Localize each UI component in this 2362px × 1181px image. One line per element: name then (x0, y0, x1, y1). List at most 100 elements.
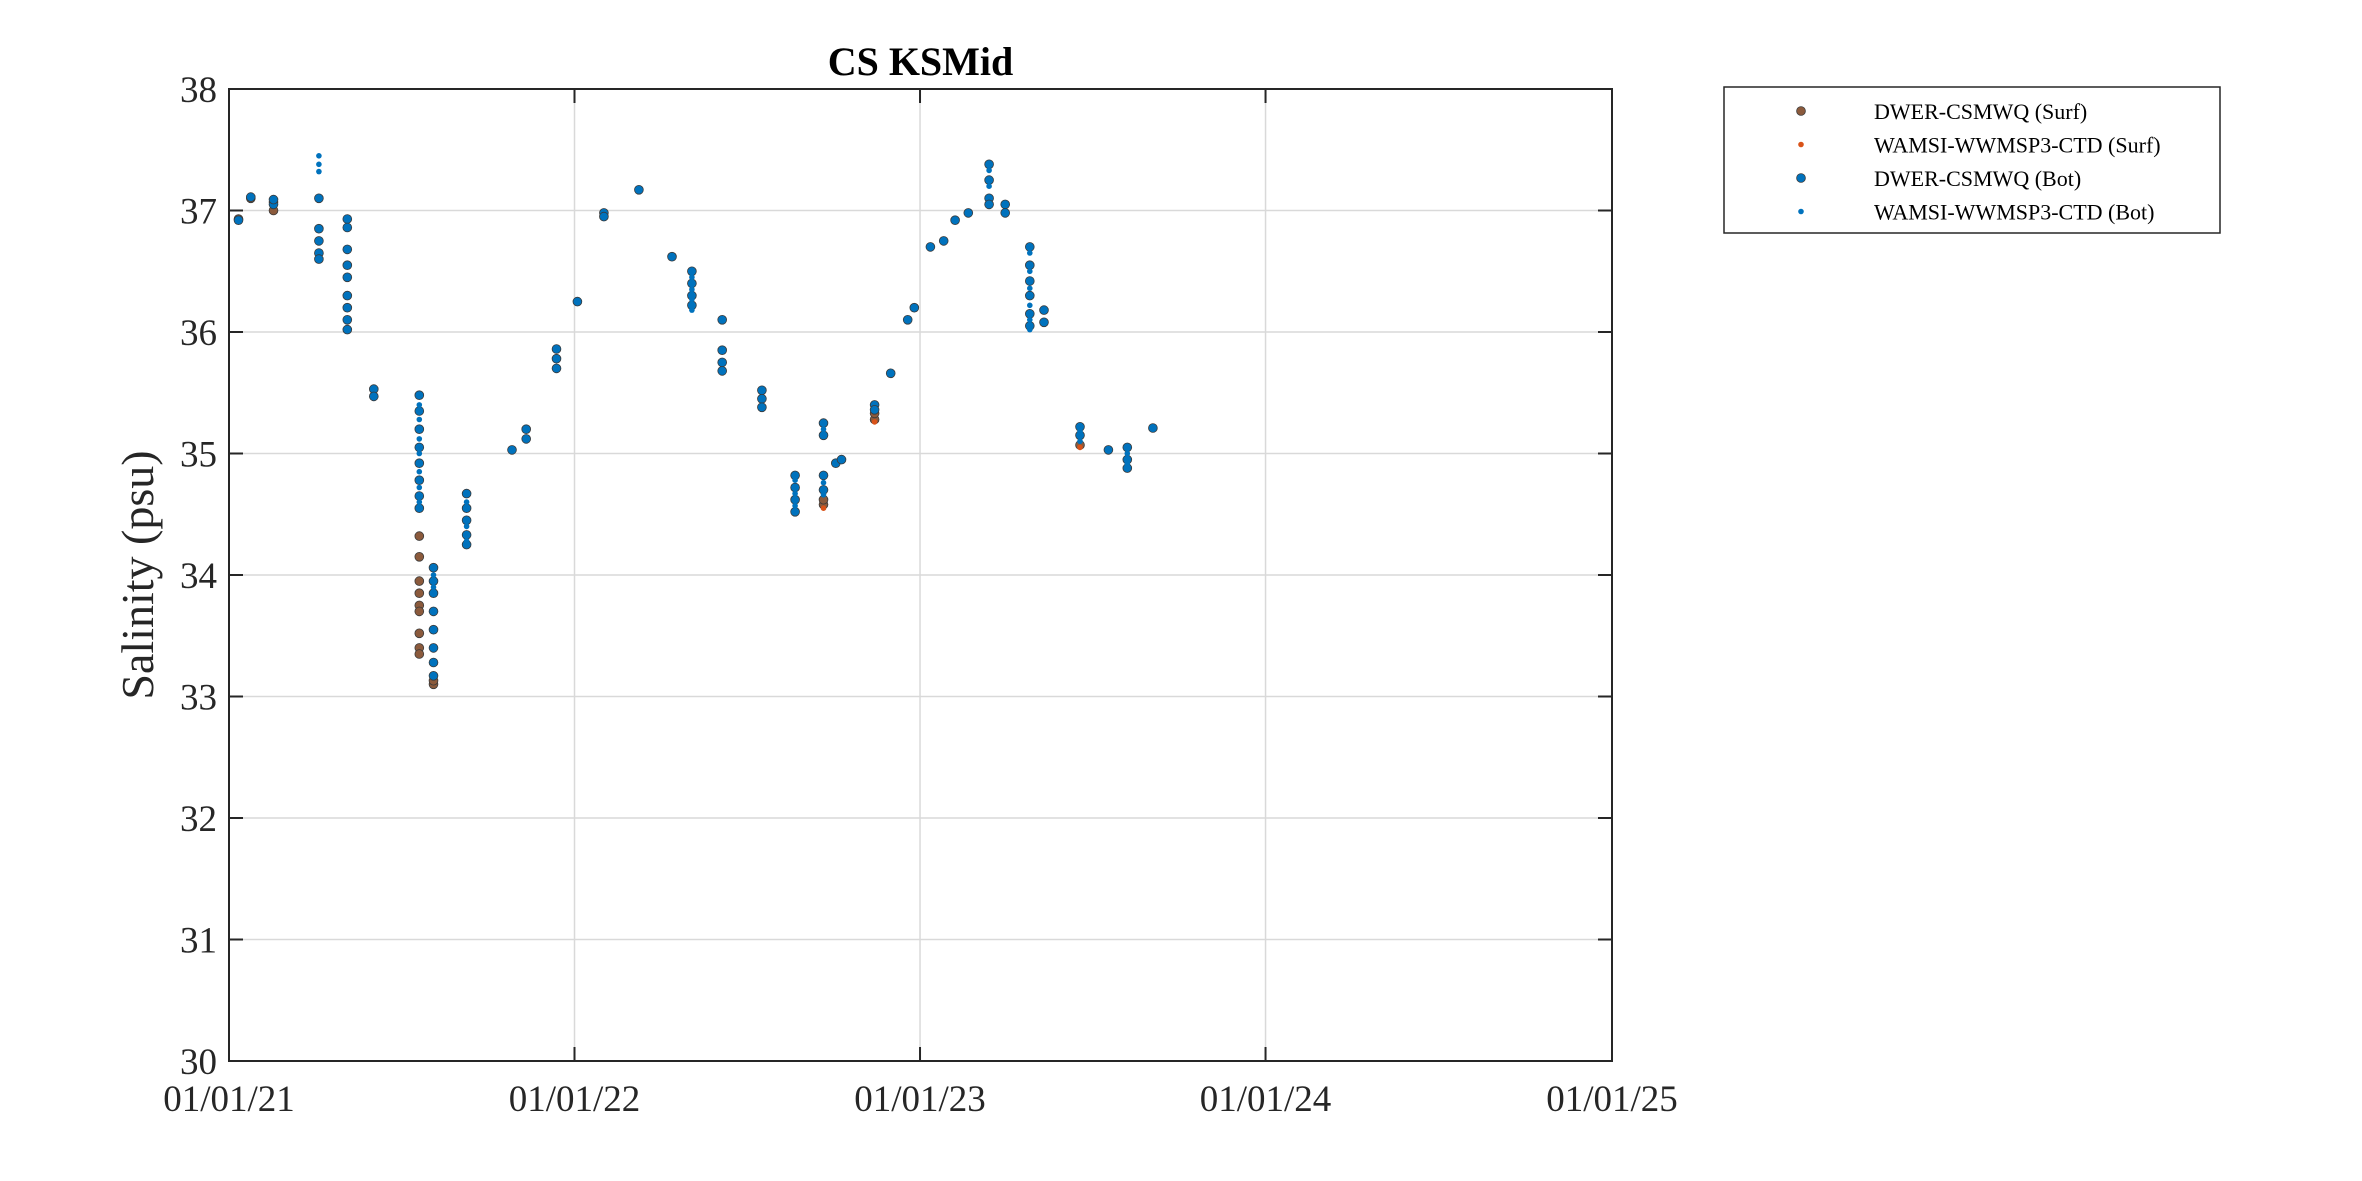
y-tick-label: 34 (180, 556, 217, 597)
data-point (820, 479, 827, 486)
data-point (687, 278, 697, 289)
data-point (885, 368, 896, 379)
data-point (818, 470, 829, 481)
y-tick-label: 35 (180, 435, 217, 476)
data-point (416, 402, 423, 408)
data-point (461, 488, 472, 499)
data-point (430, 584, 437, 590)
data-point (428, 624, 439, 635)
data-point (416, 436, 423, 442)
data-point (984, 159, 994, 170)
data-point (414, 475, 425, 486)
data-point (1077, 444, 1083, 451)
data-point (667, 251, 677, 262)
y-axis-label: Salinity (psu) (112, 450, 163, 699)
x-tick-label: 01/01/23 (854, 1079, 986, 1120)
legend-marker (1798, 141, 1804, 148)
data-point (463, 523, 470, 530)
data-point (689, 296, 695, 303)
data-point (416, 499, 423, 505)
data-point (428, 606, 439, 617)
data-point (1039, 305, 1049, 315)
data-point (1027, 285, 1033, 292)
data-point (1027, 326, 1033, 333)
data-point (717, 366, 727, 376)
data-point (521, 434, 531, 444)
data-point (634, 185, 644, 195)
y-tick-label: 32 (180, 799, 217, 840)
data-point (1077, 438, 1083, 445)
data-point (757, 402, 767, 413)
data-point (551, 353, 562, 364)
data-point (414, 531, 425, 541)
data-point (414, 628, 425, 639)
data-point (342, 214, 353, 224)
data-point (1122, 442, 1133, 453)
data-point (1124, 460, 1131, 467)
data-point (551, 363, 562, 374)
data-point (342, 302, 353, 313)
data-point (984, 175, 994, 185)
data-point (314, 193, 324, 204)
data-point (717, 314, 727, 325)
data-point (316, 168, 322, 175)
data-point (689, 274, 695, 281)
data-point (428, 562, 439, 573)
data-point (572, 296, 583, 307)
data-point (414, 576, 425, 586)
data-point (1148, 423, 1158, 433)
data-point (1025, 290, 1035, 301)
data-point (461, 515, 472, 526)
data-point (414, 424, 425, 435)
data-point (820, 426, 827, 433)
data-point (717, 345, 727, 356)
legend-marker (1796, 106, 1806, 116)
data-point (984, 199, 994, 210)
data-point (430, 572, 437, 578)
data-point (416, 484, 423, 491)
data-point (687, 266, 697, 277)
data-point (414, 588, 425, 598)
data-point (938, 236, 949, 246)
y-tick-label: 36 (180, 313, 217, 354)
legend-marker (1796, 173, 1806, 183)
data-point (414, 390, 425, 401)
data-point (416, 416, 423, 423)
data-point (368, 391, 379, 402)
data-point (428, 588, 439, 598)
data-point (428, 657, 439, 668)
data-point (233, 215, 244, 226)
data-point (246, 192, 256, 202)
data-point (342, 272, 353, 283)
data-point (342, 324, 353, 335)
data-point (1027, 250, 1033, 256)
data-point (507, 445, 517, 455)
y-tick-label: 38 (180, 70, 217, 111)
data-point (818, 430, 829, 441)
data-point (820, 492, 827, 498)
data-point (1103, 445, 1114, 455)
data-point (757, 385, 767, 396)
data-point (414, 606, 425, 617)
legend-box (1723, 86, 2221, 234)
y-tick-label: 31 (180, 921, 217, 962)
data-point (268, 194, 279, 205)
data-point (428, 670, 439, 681)
data-point (414, 458, 425, 469)
data-point (792, 477, 798, 484)
data-point (461, 503, 472, 514)
data-point (836, 454, 847, 465)
data-point (1039, 317, 1049, 328)
data-point (1027, 268, 1033, 275)
data-points (233, 153, 1158, 690)
data-point (314, 223, 324, 234)
data-point (792, 502, 798, 509)
data-point (416, 468, 423, 475)
y-tick-label: 33 (180, 678, 217, 719)
legend-entries: DWER-CSMWQ (Surf) WAMSI-WWMSP3-CTD (Surf)… (1796, 99, 2161, 225)
data-point (792, 490, 798, 497)
data-point (963, 208, 974, 218)
data-point (461, 530, 472, 540)
data-point (790, 506, 800, 517)
y-axis-tick-labels: 30 31 32 33 34 35 36 37 38 (180, 70, 217, 1083)
